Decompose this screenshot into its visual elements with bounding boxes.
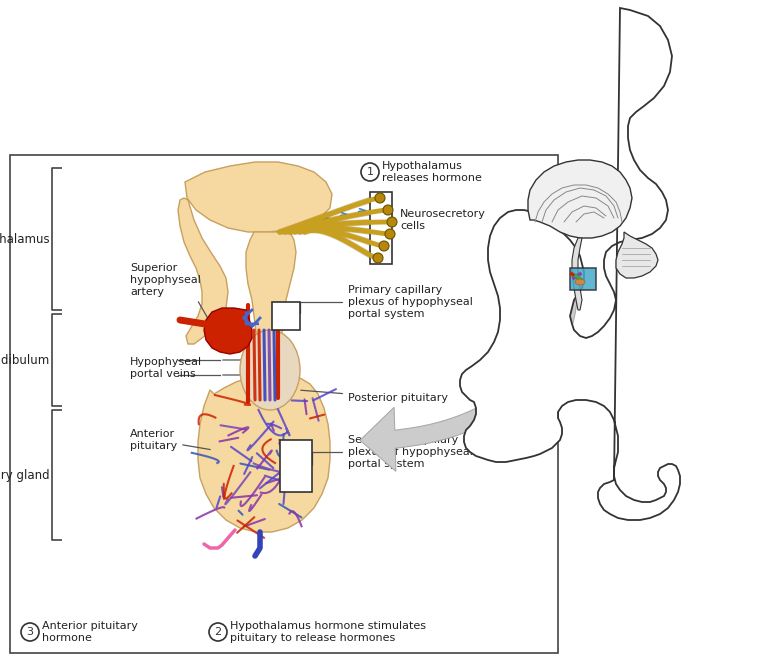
Text: Hypophyseal
portal veins: Hypophyseal portal veins	[130, 357, 202, 379]
Text: Neurosecretory
cells: Neurosecretory cells	[400, 210, 486, 231]
Bar	[280, 440, 312, 492]
Text: Secondary capillary
plexus of hypophyseal
portal system: Secondary capillary plexus of hypophysea…	[312, 436, 473, 469]
Text: Hypothalamus
releases hormone: Hypothalamus releases hormone	[382, 161, 482, 183]
Circle shape	[21, 623, 39, 641]
Text: Superior
hypophyseal
artery: Superior hypophyseal artery	[130, 263, 209, 320]
Text: 3: 3	[27, 627, 34, 637]
Polygon shape	[178, 198, 228, 344]
Text: 2: 2	[214, 627, 221, 637]
Text: Primary capillary
plexus of hypophyseal
portal system: Primary capillary plexus of hypophyseal …	[300, 285, 473, 319]
Circle shape	[361, 163, 379, 181]
Polygon shape	[204, 308, 252, 354]
Text: Hypothalamus: Hypothalamus	[0, 233, 50, 247]
Polygon shape	[198, 376, 330, 532]
Text: Pituitary gland: Pituitary gland	[0, 469, 50, 481]
Text: 1: 1	[366, 167, 373, 177]
Bar	[570, 268, 596, 290]
Text: Hypothalamus hormone stimulates
pituitary to release hormones: Hypothalamus hormone stimulates pituitar…	[230, 621, 426, 643]
Circle shape	[209, 623, 227, 641]
Bar	[10, 155, 558, 653]
Circle shape	[387, 217, 397, 227]
Polygon shape	[360, 299, 577, 471]
Polygon shape	[460, 8, 680, 520]
Ellipse shape	[240, 330, 300, 410]
Text: Anterior pituitary
hormone: Anterior pituitary hormone	[42, 621, 138, 643]
Polygon shape	[528, 160, 632, 238]
Text: Infundibulum: Infundibulum	[0, 353, 50, 367]
Bar	[272, 302, 300, 330]
Ellipse shape	[575, 279, 585, 285]
Circle shape	[385, 229, 395, 239]
Polygon shape	[572, 238, 582, 310]
Circle shape	[373, 253, 383, 263]
Polygon shape	[616, 232, 658, 278]
Polygon shape	[246, 232, 296, 402]
Circle shape	[379, 241, 389, 251]
Bar	[370, 192, 392, 264]
Circle shape	[375, 193, 385, 203]
Text: Anterior
pituitary: Anterior pituitary	[130, 429, 210, 451]
Polygon shape	[185, 162, 332, 232]
Text: Posterior pituitary: Posterior pituitary	[301, 391, 448, 403]
Circle shape	[383, 205, 393, 215]
